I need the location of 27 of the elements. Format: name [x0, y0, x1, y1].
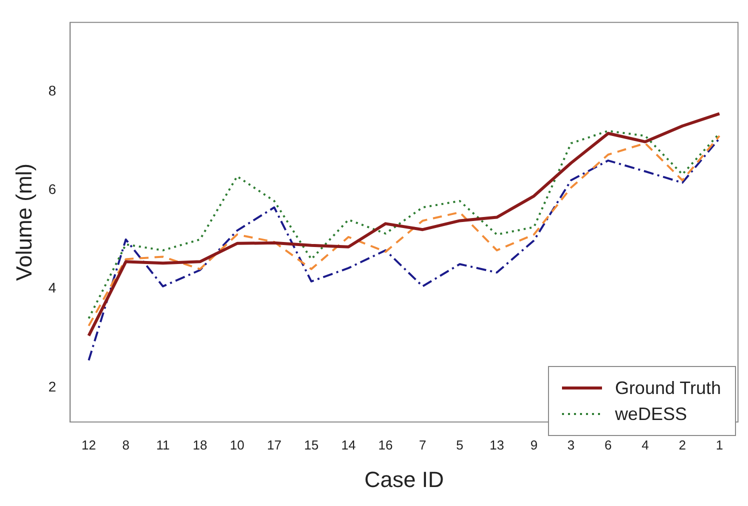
- x-tick-label: 17: [267, 437, 282, 452]
- x-tick-label: 4: [642, 437, 649, 452]
- x-tick-label: 9: [530, 437, 538, 452]
- line-series: [88, 137, 720, 362]
- x-tick-label: 8: [122, 437, 130, 452]
- x-tick-label: 15: [304, 437, 319, 452]
- x-tick-label: 3: [567, 437, 575, 452]
- x-tick-label: 12: [82, 437, 96, 452]
- x-tick-label: 10: [230, 437, 244, 452]
- legend-label: weDESS: [614, 403, 687, 426]
- x-tick-label: 14: [341, 437, 356, 452]
- y-tick-label: 2: [48, 378, 56, 394]
- y-tick-label: 4: [48, 280, 56, 296]
- x-tick-label: 11: [156, 437, 170, 452]
- x-tick-label: 18: [192, 437, 208, 452]
- y-tick-label: 6: [48, 180, 56, 197]
- x-tick-label: 5: [456, 437, 464, 452]
- x-tick-label: 13: [490, 437, 504, 452]
- x-tick-label: 16: [378, 437, 393, 452]
- y-tick-label: 8: [48, 82, 56, 98]
- x-tick-label: 6: [604, 437, 612, 452]
- y-axis-title: Volume (ml): [11, 164, 36, 281]
- legend-label: Ground Truth: [614, 377, 721, 400]
- x-tick-label: 7: [419, 437, 426, 452]
- x-tick-label: 1: [716, 437, 724, 452]
- x-tick-label: 2: [678, 437, 686, 452]
- x-axis-title: Case ID: [364, 466, 444, 492]
